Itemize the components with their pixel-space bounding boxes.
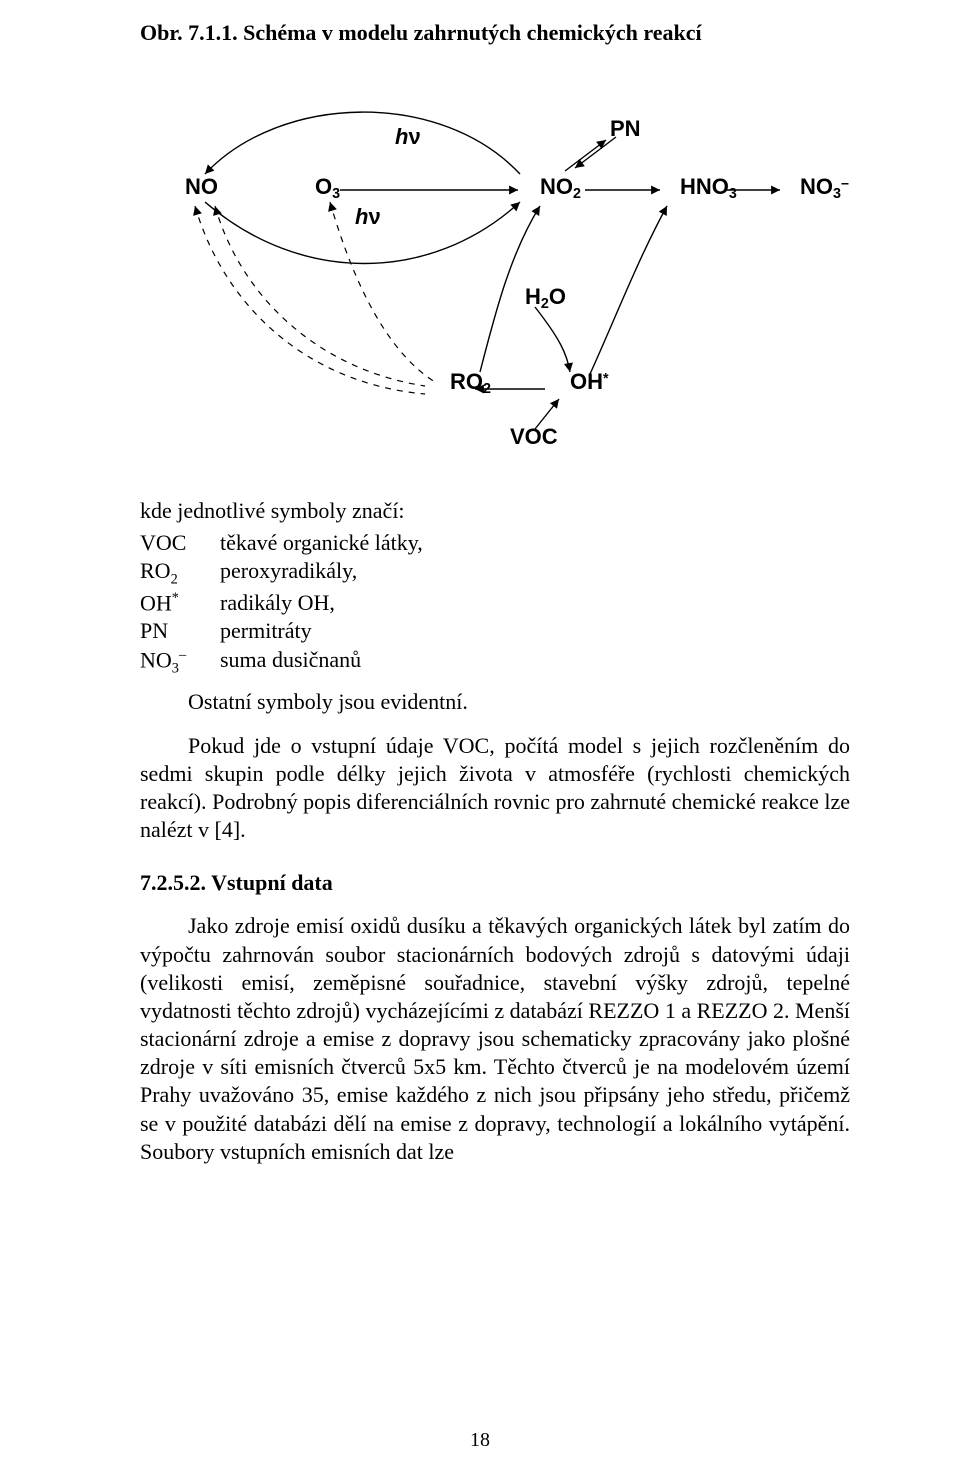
legend-key: OH*: [140, 589, 220, 617]
svg-text:PN: PN: [610, 116, 641, 141]
figure-caption: Obr. 7.1.1. Schéma v modelu zahrnutých c…: [140, 20, 850, 46]
svg-text:hν: hν: [355, 204, 381, 229]
legend-intro: kde jednotlivé symboly značí:: [140, 497, 850, 525]
legend-row: RO2peroxyradikály,: [140, 557, 850, 589]
svg-text:NO2: NO2: [540, 174, 581, 202]
reaction-diagram: NO O3 hν hν PN NO2 HNO3 NO3– H2O RO2 OH* VOC: [140, 54, 860, 479]
svg-text:RO2: RO2: [450, 369, 491, 397]
legend-row: PNpermitráty: [140, 617, 850, 645]
legend-key: VOC: [140, 529, 220, 557]
svg-text:VOC: VOC: [510, 424, 558, 449]
legend-value: suma dusičnanů: [220, 646, 850, 678]
legend-value: radikály OH,: [220, 589, 850, 617]
svg-text:HNO3: HNO3: [680, 174, 737, 202]
legend-value: peroxyradikály,: [220, 557, 850, 589]
svg-text:O3: O3: [315, 174, 340, 202]
page-number: 18: [0, 1429, 960, 1452]
legend-value: permitráty: [220, 617, 850, 645]
svg-text:OH*: OH*: [570, 369, 609, 394]
legend-extra: Ostatní symboly jsou evidentní.: [140, 688, 850, 716]
legend-row: VOCtěkavé organické látky,: [140, 529, 850, 557]
legend-key: RO2: [140, 557, 220, 589]
svg-text:H2O: H2O: [525, 284, 566, 312]
svg-text:hν: hν: [395, 124, 421, 149]
legend-row: NO3–suma dusičnanů: [140, 646, 850, 678]
legend-value: těkavé organické látky,: [220, 529, 850, 557]
section-heading: 7.2.5.2. Vstupní data: [140, 870, 850, 896]
legend-key: NO3–: [140, 646, 220, 678]
svg-text:NO3–: NO3–: [800, 174, 849, 202]
paragraph-2: Jako zdroje emisí oxidů dusíku a těkavýc…: [140, 912, 850, 1165]
legend-row: OH*radikály OH,: [140, 589, 850, 617]
svg-text:NO: NO: [185, 174, 218, 199]
legend-block: kde jednotlivé symboly značí: VOCtěkavé …: [140, 497, 850, 716]
legend-key: PN: [140, 617, 220, 645]
paragraph-1: Pokud jde o vstupní údaje VOC, počítá mo…: [140, 732, 850, 845]
